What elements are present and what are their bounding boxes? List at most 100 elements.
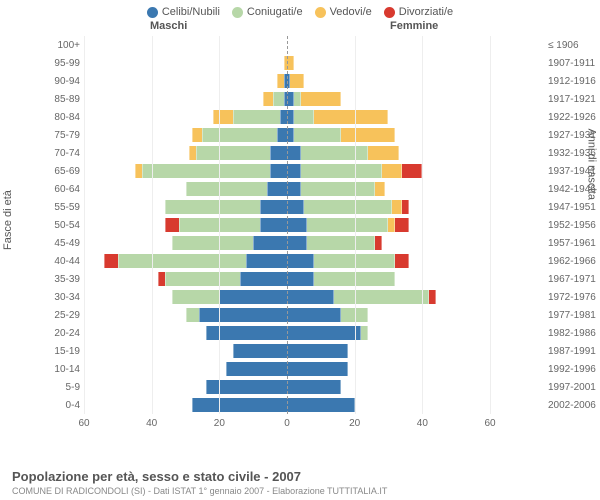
segment-s xyxy=(206,326,287,340)
bar-female xyxy=(287,56,490,70)
segment-m xyxy=(142,164,271,178)
x-tick: 40 xyxy=(417,418,428,429)
bar-female xyxy=(287,38,490,52)
birth-label: 1927-1931 xyxy=(544,130,600,141)
gridline xyxy=(355,36,356,414)
segment-s xyxy=(287,146,301,160)
legend-swatch xyxy=(384,7,395,18)
segment-s xyxy=(192,398,287,412)
gridline xyxy=(422,36,423,414)
segment-m xyxy=(307,236,375,250)
segment-m xyxy=(165,272,239,286)
age-row: 10-141992-1996 xyxy=(50,360,490,378)
birth-label: 1957-1961 xyxy=(544,238,600,249)
age-row: 30-341972-1976 xyxy=(50,288,490,306)
segment-s xyxy=(219,290,287,304)
segment-w xyxy=(301,92,342,106)
segment-m xyxy=(294,110,314,124)
segment-m xyxy=(334,290,429,304)
birth-label: 1992-1996 xyxy=(544,364,600,375)
segment-w xyxy=(375,182,385,196)
age-row: 20-241982-1986 xyxy=(50,324,490,342)
legend-swatch xyxy=(232,7,243,18)
x-tick: 60 xyxy=(78,418,89,429)
age-label: 85-89 xyxy=(50,94,84,105)
age-row: 50-541952-1956 xyxy=(50,216,490,234)
legend-label: Divorziati/e xyxy=(399,6,453,18)
segment-s xyxy=(267,182,287,196)
age-label: 60-64 xyxy=(50,184,84,195)
age-row: 15-191987-1991 xyxy=(50,342,490,360)
bar-male xyxy=(84,344,287,358)
segment-s xyxy=(199,308,287,322)
legend-label: Coniugati/e xyxy=(247,6,303,18)
bar-male xyxy=(84,236,287,250)
segment-s xyxy=(233,344,287,358)
bar-male xyxy=(84,92,287,106)
gridline xyxy=(219,36,220,414)
age-row: 80-841922-1926 xyxy=(50,108,490,126)
segment-s xyxy=(253,236,287,250)
age-label: 90-94 xyxy=(50,76,84,87)
segment-w xyxy=(388,218,395,232)
age-row: 85-891917-1921 xyxy=(50,90,490,108)
footer: Popolazione per età, sesso e stato civil… xyxy=(12,469,387,496)
age-row: 40-441962-1966 xyxy=(50,252,490,270)
bar-female xyxy=(287,128,490,142)
centerline xyxy=(287,36,288,414)
segment-d xyxy=(402,164,422,178)
segment-s xyxy=(287,182,301,196)
bar-female xyxy=(287,182,490,196)
segment-m xyxy=(233,110,280,124)
segment-w xyxy=(263,92,273,106)
age-label: 15-19 xyxy=(50,346,84,357)
bar-male xyxy=(84,74,287,88)
birth-label: 1912-1916 xyxy=(544,76,600,87)
legend-item: Divorziati/e xyxy=(384,6,453,18)
birth-label: 1977-1981 xyxy=(544,310,600,321)
segment-s xyxy=(260,218,287,232)
segment-s xyxy=(280,110,287,124)
segment-s xyxy=(287,398,355,412)
age-row: 35-391967-1971 xyxy=(50,270,490,288)
age-row: 70-741932-1936 xyxy=(50,144,490,162)
segment-w xyxy=(135,164,142,178)
segment-m xyxy=(172,236,253,250)
bar-male xyxy=(84,56,287,70)
segment-s xyxy=(287,200,304,214)
age-row: 55-591947-1951 xyxy=(50,198,490,216)
segment-s xyxy=(287,110,294,124)
age-row: 5-91997-2001 xyxy=(50,378,490,396)
bar-male xyxy=(84,128,287,142)
bar-female xyxy=(287,326,490,340)
label-femmine: Femmine xyxy=(390,20,438,32)
segment-m xyxy=(196,146,270,160)
bar-male xyxy=(84,398,287,412)
bar-female xyxy=(287,110,490,124)
legend-item: Celibi/Nubili xyxy=(147,6,220,18)
age-label: 25-29 xyxy=(50,310,84,321)
bar-male xyxy=(84,182,287,196)
legend: Celibi/NubiliConiugati/eVedovi/eDivorzia… xyxy=(0,0,600,20)
segment-d xyxy=(429,290,436,304)
segment-s xyxy=(287,326,361,340)
bar-female xyxy=(287,254,490,268)
gridline xyxy=(84,36,85,414)
bar-female xyxy=(287,164,490,178)
pyramid-chart: 100+≤ 190695-991907-191190-941912-191685… xyxy=(50,36,490,434)
age-label: 70-74 xyxy=(50,148,84,159)
segment-s xyxy=(287,128,294,142)
segment-m xyxy=(304,200,392,214)
segment-w xyxy=(277,74,284,88)
yaxis-left-title: Fasce di età xyxy=(2,190,14,250)
bar-female xyxy=(287,272,490,286)
birth-label: 1917-1921 xyxy=(544,94,600,105)
segment-s xyxy=(287,164,301,178)
segment-m xyxy=(301,146,369,160)
birth-label: 1972-1976 xyxy=(544,292,600,303)
age-label: 95-99 xyxy=(50,58,84,69)
age-row: 60-641942-1946 xyxy=(50,180,490,198)
legend-swatch xyxy=(147,7,158,18)
segment-s xyxy=(287,272,314,286)
x-tick: 40 xyxy=(146,418,157,429)
